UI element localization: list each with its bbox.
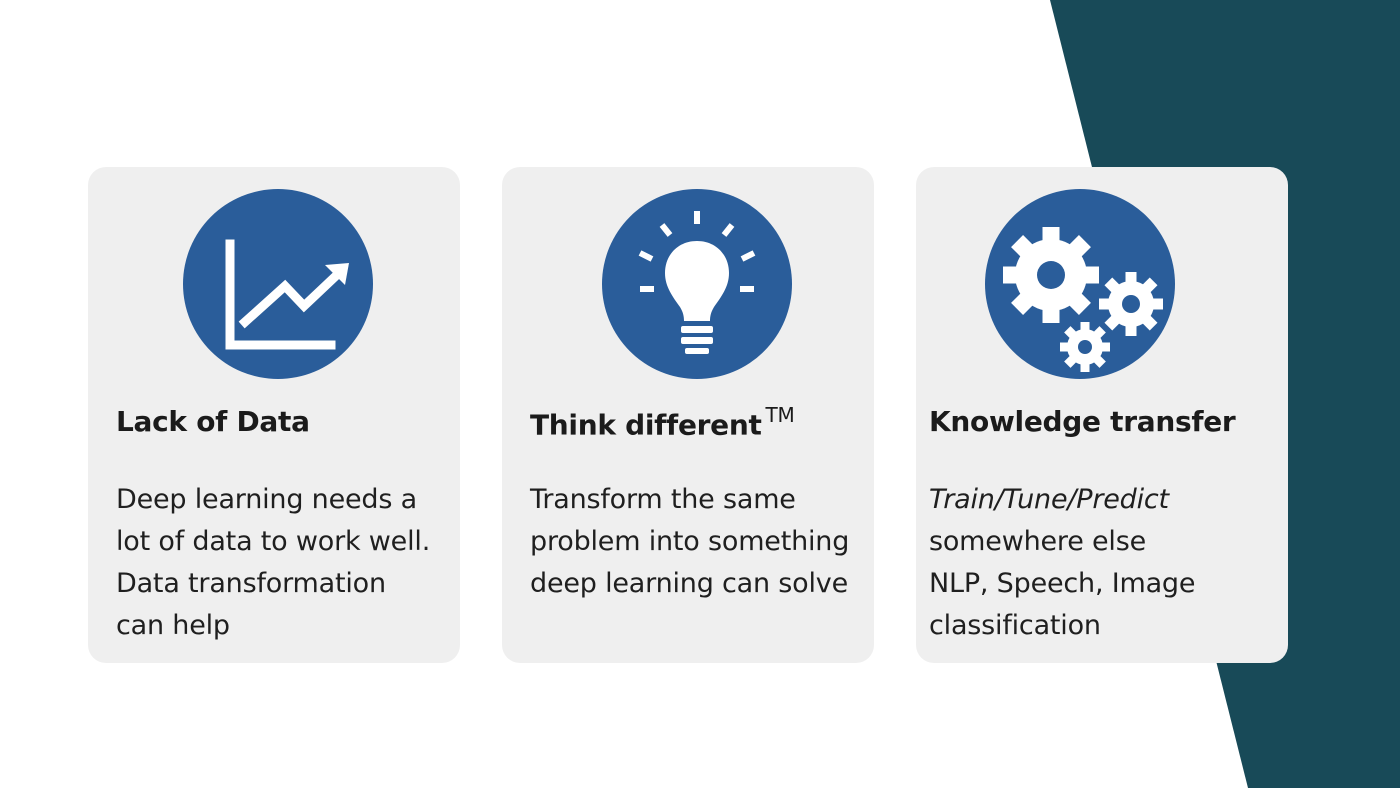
card-knowledge-transfer: Knowledge transfer Train/Tune/Predict so…	[916, 167, 1288, 663]
description-line: deep learning can solve	[530, 568, 848, 599]
icon-badge	[985, 189, 1175, 379]
description-line: NLP, Speech, Image	[929, 568, 1196, 599]
description-line: somewhere else	[929, 526, 1146, 557]
gears-icon	[1003, 227, 1163, 372]
card-description: Deep learning needs a lot of data to wor…	[116, 479, 456, 647]
card-think-different: Think different TM Transform the same pro…	[502, 167, 874, 663]
card-title: Lack of Data	[116, 405, 310, 438]
description-line: classification	[929, 610, 1101, 641]
gear-large-icon	[1003, 227, 1099, 323]
gear-small-icon	[1060, 322, 1110, 372]
card-description: Train/Tune/Predict somewhere else NLP, S…	[929, 479, 1269, 647]
card-title: Think different TM	[530, 403, 795, 442]
chart-trend-up-icon	[225, 239, 349, 350]
lightbulb-icon	[638, 211, 756, 354]
description-line: Deep learning needs a	[116, 484, 417, 515]
icon-badge	[183, 189, 373, 379]
trademark-mark: TM	[765, 403, 795, 427]
card-title: Knowledge transfer	[929, 405, 1236, 438]
description-line: Train/Tune/Predict	[929, 484, 1169, 515]
gear-medium-icon	[1099, 272, 1163, 336]
description-line: Data transformation	[116, 568, 386, 599]
card-lack-of-data: Lack of Data Deep learning needs a lot o…	[88, 167, 460, 663]
description-line: lot of data to work well.	[116, 526, 431, 557]
icon-badge	[602, 189, 792, 379]
description-line: problem into something	[530, 526, 850, 557]
card-title-text: Think different	[530, 408, 762, 442]
description-line: can help	[116, 610, 230, 641]
description-line: Transform the same	[530, 484, 796, 515]
card-description: Transform the same problem into somethin…	[530, 479, 870, 605]
